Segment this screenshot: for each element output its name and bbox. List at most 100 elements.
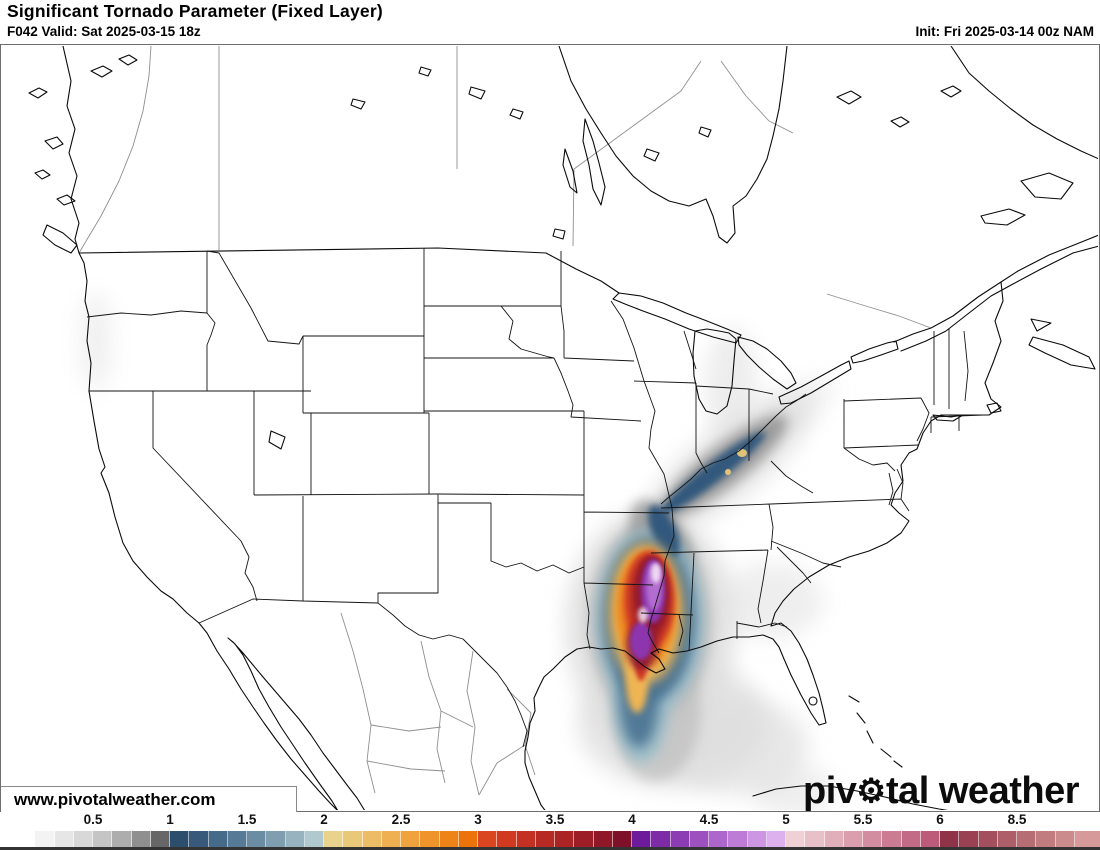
lake-okeechobee xyxy=(808,696,818,706)
map-frame: www.pivotalweather.com piv⚙tal weather xyxy=(0,44,1100,812)
colorbar-segment xyxy=(516,831,536,847)
colorbar-tick-label: 4 xyxy=(628,812,636,827)
coast-atlantic-gulf xyxy=(524,281,1004,810)
colorbar-segment xyxy=(709,831,729,847)
lake-ontario xyxy=(850,340,899,364)
colorbar-segment xyxy=(959,831,979,847)
colorbar-segment xyxy=(882,831,902,847)
colorbar-segment xyxy=(266,831,286,847)
colorbar-segment xyxy=(54,831,74,847)
colorbar-segment xyxy=(786,831,806,847)
colorbar-tick-label: 0.5 xyxy=(83,812,103,827)
colorbar-segment xyxy=(343,831,363,847)
colorbar-segment xyxy=(304,831,324,847)
coast-newfoundland xyxy=(950,46,1098,160)
colorbar-segment xyxy=(324,831,344,847)
colorbar-segment xyxy=(535,831,555,847)
colorbar-segment xyxy=(73,831,93,847)
colorbar-tick-label: 2 xyxy=(320,812,328,827)
colorbar-segment xyxy=(689,831,709,847)
colorbar-segment xyxy=(227,831,247,847)
river-st-lawrence xyxy=(893,234,1098,343)
canada-small-lakes xyxy=(350,66,962,240)
colorbar-segment xyxy=(1036,831,1056,847)
pivotal-weather-logo: piv⚙tal weather xyxy=(803,770,1079,813)
colorbar-segment xyxy=(93,831,113,847)
meta-row: F042 Valid: Sat 2025-03-15 18z Init: Fri… xyxy=(0,24,1100,42)
coast-pacific-baja-mexico xyxy=(62,46,366,810)
colorbar-segment xyxy=(478,831,498,847)
states-plains xyxy=(377,251,670,650)
colorbar-segment xyxy=(593,831,613,847)
colorbar-segment xyxy=(16,831,36,847)
forecast-valid-label: F042 Valid: Sat 2025-03-15 18z xyxy=(7,24,201,39)
colorbar xyxy=(0,831,1100,847)
colorbar-segment xyxy=(555,831,575,847)
states-east xyxy=(768,328,985,584)
colorbar-segment xyxy=(1017,831,1037,847)
lake-winnipeg xyxy=(582,118,606,206)
colorbar-tick-labels: 0.5 1 1.5 2 2.5 3 3.5 4 4.5 5 5.5 6 8.5 xyxy=(0,812,1100,830)
logo-text-piv: piv xyxy=(803,770,857,812)
colorbar-segment xyxy=(651,831,671,847)
gear-icon: ⚙ xyxy=(856,772,887,809)
colorbar-tick-label: 6 xyxy=(936,812,944,827)
colorbar-segment xyxy=(766,831,786,847)
colorbar-segment xyxy=(824,831,844,847)
colorbar-segment xyxy=(458,831,478,847)
colorbar-segment xyxy=(285,831,305,847)
stp-pink-center xyxy=(651,563,661,583)
colorbar-segment xyxy=(208,831,228,847)
colorbar-segment xyxy=(401,831,421,847)
page-title: Significant Tornado Parameter (Fixed Lay… xyxy=(7,1,383,21)
island-pei xyxy=(1030,318,1052,332)
logo-text-tal: tal xyxy=(886,770,929,812)
colorbar-tick-label: 4.5 xyxy=(699,812,719,827)
colorbar-segment xyxy=(612,831,632,847)
colorbar-tick-label: 5 xyxy=(782,812,790,827)
cuba-north-shore xyxy=(752,785,949,810)
model-init-label: Init: Fri 2025-03-14 00z NAM xyxy=(915,24,1094,39)
colorbar-tick-label: 8.5 xyxy=(1007,812,1027,827)
colorbar-tick-label: 1 xyxy=(166,812,174,827)
lake-huron xyxy=(737,336,797,390)
nova-scotia xyxy=(1028,336,1096,370)
watermark: www.pivotalweather.com xyxy=(1,786,297,812)
states-west xyxy=(86,248,584,748)
colorbar-tick-label: 3.5 xyxy=(545,812,565,827)
colorbar-segment xyxy=(978,831,998,847)
stp-purple-louisiana xyxy=(630,622,652,660)
river-st-lawrence-north xyxy=(900,245,1098,352)
colorbar-segment xyxy=(901,831,921,847)
logo-text-weather: weather xyxy=(938,770,1080,812)
state-borders xyxy=(86,248,985,748)
colorbar-segment xyxy=(381,831,401,847)
vancouver-island xyxy=(42,224,78,254)
coast-hudson-bay xyxy=(558,46,788,244)
colorbar-segment xyxy=(131,831,151,847)
stp-blue-river xyxy=(647,505,681,557)
colorbar-segment xyxy=(805,831,825,847)
colorbar-segment xyxy=(170,831,190,847)
colorbar-segment xyxy=(728,831,748,847)
colorbar-segment xyxy=(574,831,594,847)
province-borders xyxy=(78,46,932,796)
coastlines xyxy=(28,46,1098,810)
cape-cod xyxy=(986,402,1002,414)
lake-winnipegosis xyxy=(562,148,578,194)
colorbar-segment xyxy=(497,831,517,847)
lake-michigan xyxy=(692,328,737,415)
colorbar-segment xyxy=(439,831,459,847)
map-svg xyxy=(28,46,1098,810)
colorbar-segment xyxy=(863,831,883,847)
colorbar-segment xyxy=(747,831,767,847)
colorbar-segment xyxy=(420,831,440,847)
island-anticosti xyxy=(980,208,1026,226)
stp-yellow-kentucky-2 xyxy=(725,469,731,475)
colorbar-segment xyxy=(920,831,940,847)
colorbar-segment xyxy=(1055,831,1075,847)
colorbar-segment xyxy=(1074,831,1100,847)
colorbar-segment xyxy=(670,831,690,847)
colorbar-segment xyxy=(150,831,170,847)
